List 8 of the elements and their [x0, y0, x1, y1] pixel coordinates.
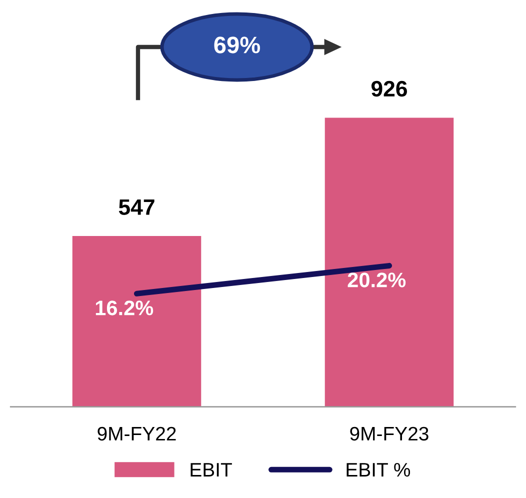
legend-label: EBIT	[190, 463, 232, 476]
data-label: 547	[118, 199, 154, 215]
x-tick-label: 9M-FY23	[350, 426, 428, 441]
data-label: 16.2%	[96, 300, 154, 316]
x-tick-label: 9M-FY22	[98, 426, 176, 441]
data-label: 926	[371, 80, 407, 97]
legend-label: EBIT %	[346, 462, 410, 477]
data-label: 20.2%	[348, 272, 406, 288]
